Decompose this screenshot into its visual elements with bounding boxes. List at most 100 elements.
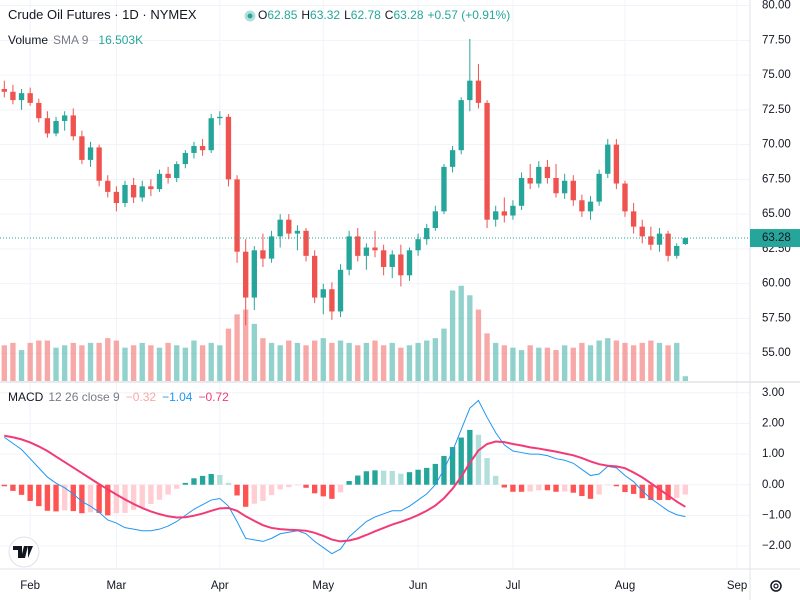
candle-body bbox=[303, 230, 309, 256]
ohlc-value: 63.32 bbox=[310, 8, 340, 22]
candle-body bbox=[682, 238, 689, 245]
histogram-bar bbox=[96, 484, 102, 513]
candle-body bbox=[630, 211, 637, 227]
histogram-bar bbox=[553, 484, 559, 492]
histogram-bar bbox=[587, 484, 594, 499]
volume-bar bbox=[674, 342, 680, 381]
x-tick-label: Aug bbox=[615, 580, 635, 592]
histogram-bar bbox=[570, 484, 576, 493]
y-tick-label: 70.00 bbox=[762, 139, 791, 151]
volume-bar bbox=[561, 345, 568, 381]
volume-bar bbox=[441, 328, 447, 381]
logo bbox=[8, 536, 40, 568]
candle-body bbox=[493, 211, 499, 220]
candle-body bbox=[467, 80, 473, 101]
histogram-bar bbox=[415, 469, 421, 485]
candle-body bbox=[380, 250, 387, 267]
histogram-bar bbox=[467, 429, 473, 485]
volume-bar bbox=[122, 347, 128, 381]
volume-bar bbox=[527, 345, 533, 381]
candle-body bbox=[122, 184, 128, 204]
volume-bar bbox=[656, 342, 663, 381]
volume-bar bbox=[27, 342, 33, 381]
candle-body bbox=[579, 200, 585, 212]
volume-bar bbox=[165, 342, 171, 381]
candle-body bbox=[613, 144, 620, 184]
volume-bar bbox=[79, 345, 85, 381]
histogram-bar bbox=[449, 447, 456, 485]
market-status-dot bbox=[244, 10, 256, 22]
candle-body bbox=[346, 236, 352, 270]
volume-bar bbox=[191, 340, 197, 381]
candle-body bbox=[355, 236, 361, 256]
candle-body bbox=[320, 289, 326, 298]
histogram-bar bbox=[268, 484, 275, 496]
candle-body bbox=[406, 250, 413, 276]
candle-body bbox=[424, 228, 430, 240]
histogram-bar bbox=[432, 463, 439, 485]
histogram-bar bbox=[27, 484, 33, 501]
chart-title: Crude Oil Futures · 1D · NYMEX bbox=[8, 7, 197, 22]
histogram-bar bbox=[630, 484, 637, 494]
volume-bar bbox=[277, 345, 283, 381]
volume-bar bbox=[53, 347, 59, 381]
settings-icon[interactable] bbox=[770, 580, 782, 592]
candle-body bbox=[441, 166, 447, 212]
candle-body bbox=[518, 177, 525, 206]
histogram-bar bbox=[398, 473, 404, 485]
volume-bar bbox=[87, 342, 94, 381]
volume-bar bbox=[294, 342, 301, 381]
volume-bar bbox=[544, 347, 551, 381]
histogram-bar bbox=[286, 484, 292, 488]
histogram-bar bbox=[346, 481, 352, 485]
histogram-bar bbox=[260, 484, 266, 501]
histogram-bar bbox=[156, 484, 163, 500]
x-tick-label: May bbox=[312, 580, 334, 592]
candle-body bbox=[217, 116, 223, 119]
candle-body bbox=[27, 93, 33, 103]
candle-body bbox=[70, 115, 76, 137]
volume-bar bbox=[570, 347, 576, 381]
y-tick-label: 65.00 bbox=[762, 208, 791, 220]
volume-bar bbox=[484, 333, 490, 381]
candle-body bbox=[449, 150, 456, 167]
candle-body bbox=[648, 236, 654, 245]
macd-title: MACD bbox=[8, 390, 44, 404]
histogram-bar bbox=[10, 484, 16, 491]
histogram-bar bbox=[303, 484, 309, 488]
histogram-bar bbox=[596, 484, 602, 495]
volume-bar bbox=[148, 345, 154, 381]
candle-body bbox=[337, 269, 344, 312]
histogram-bar bbox=[1, 484, 7, 487]
y-tick-label: 72.50 bbox=[762, 104, 791, 116]
candle-body bbox=[536, 166, 542, 184]
ohlc-value: 62.78 bbox=[351, 8, 381, 22]
candle-body bbox=[234, 179, 240, 252]
volume-bar bbox=[458, 285, 464, 381]
histogram-bar bbox=[130, 484, 137, 510]
macd-line bbox=[4, 399, 686, 555]
volume-bar bbox=[682, 376, 689, 381]
volume-bar bbox=[406, 345, 413, 381]
candle-body bbox=[656, 233, 663, 245]
histogram-bar bbox=[320, 484, 326, 497]
histogram-bar bbox=[518, 484, 525, 492]
volume-indicator-value: 16.503K bbox=[98, 33, 143, 47]
candle-body bbox=[363, 247, 370, 256]
candle-body bbox=[398, 254, 404, 276]
histogram-bar bbox=[613, 484, 620, 487]
histogram-bar bbox=[682, 484, 689, 495]
histogram-bar bbox=[79, 484, 85, 514]
candle-body bbox=[130, 184, 137, 198]
candle-body bbox=[570, 180, 576, 201]
ohlc-letter: H bbox=[301, 8, 310, 22]
histogram-bar bbox=[484, 458, 490, 485]
macd-tick-label: −1.00 bbox=[762, 509, 791, 521]
volume-bar bbox=[613, 340, 620, 381]
volume-bar bbox=[113, 340, 120, 381]
histogram-bar bbox=[44, 484, 51, 511]
volume-bar bbox=[363, 342, 370, 381]
candle-body bbox=[294, 230, 301, 234]
volume-bar bbox=[10, 342, 16, 381]
candle-body bbox=[1, 88, 7, 92]
